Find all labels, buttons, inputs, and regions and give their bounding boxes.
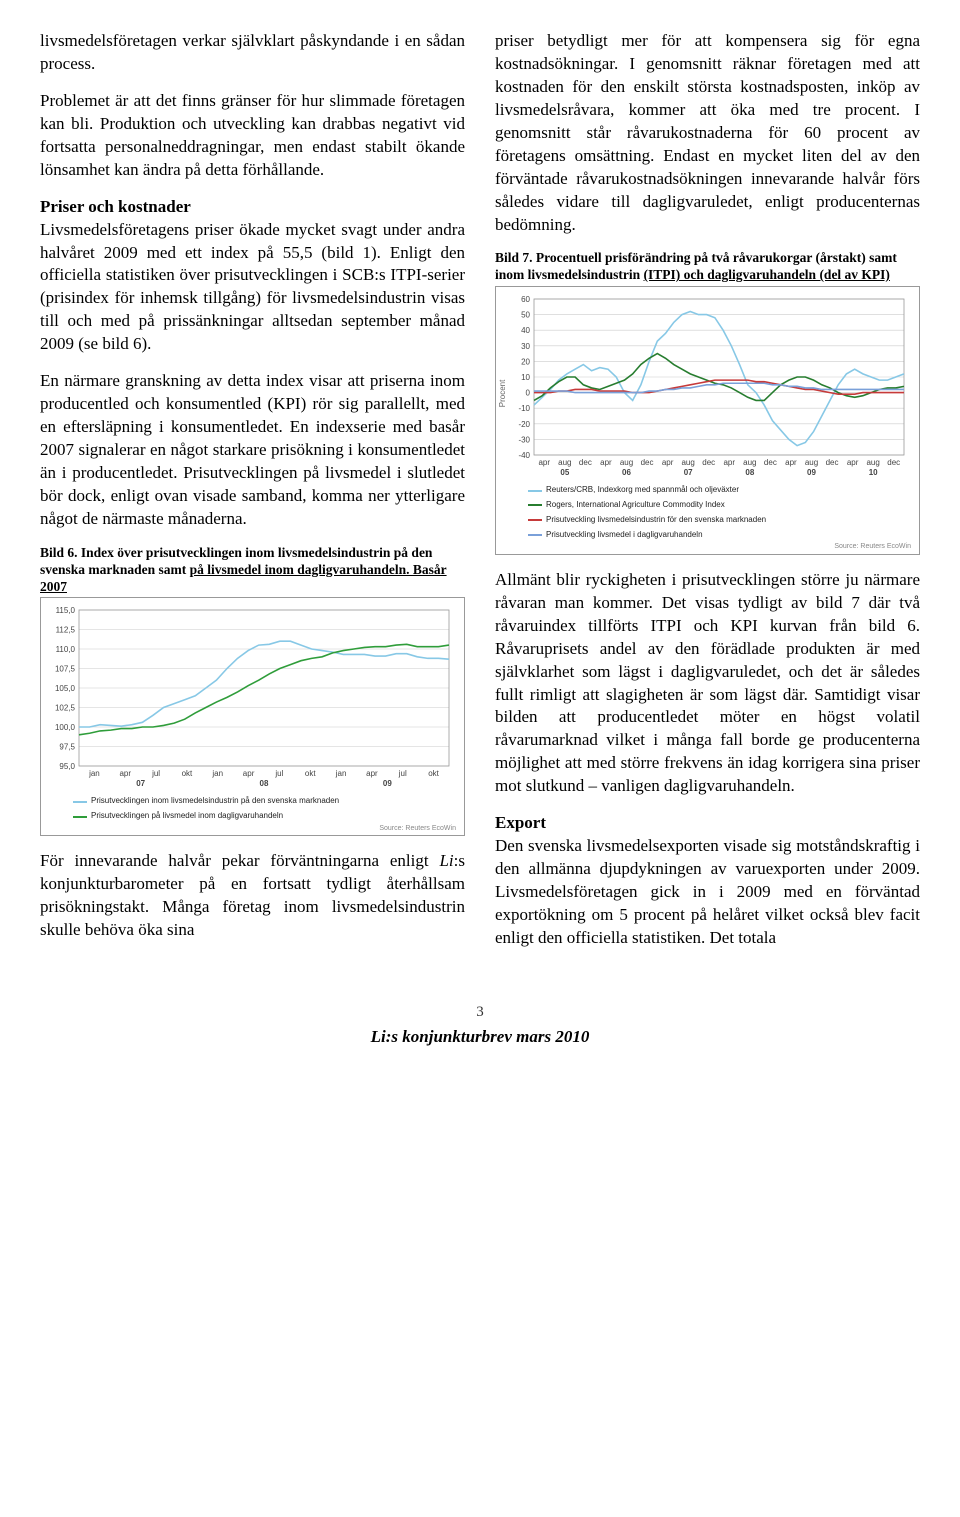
svg-text:09: 09 [807, 468, 816, 477]
svg-text:95,0: 95,0 [59, 762, 75, 771]
svg-text:jan: jan [211, 769, 223, 778]
right-p2: Allmänt blir ryckigheten i prisutvecklin… [495, 569, 920, 798]
svg-text:10: 10 [521, 373, 530, 382]
svg-text:60: 60 [521, 295, 530, 304]
svg-text:107,5: 107,5 [55, 665, 76, 674]
svg-text:-20: -20 [518, 420, 530, 429]
svg-text:okt: okt [305, 769, 316, 778]
svg-text:apr: apr [243, 769, 255, 778]
svg-text:aug: aug [866, 458, 879, 467]
svg-text:dec: dec [764, 458, 777, 467]
svg-text:apr: apr [662, 458, 674, 467]
svg-text:apr: apr [366, 769, 378, 778]
svg-text:08: 08 [745, 468, 754, 477]
svg-text:07: 07 [684, 468, 693, 477]
svg-text:102,5: 102,5 [55, 704, 76, 713]
left-p1: livsmedelsföretagen verkar självklart på… [40, 30, 465, 76]
svg-text:115,0: 115,0 [56, 606, 76, 615]
svg-text:-40: -40 [518, 451, 530, 460]
svg-text:jul: jul [151, 769, 160, 778]
svg-text:aug: aug [681, 458, 694, 467]
svg-text:40: 40 [521, 326, 530, 335]
chart7-caption: Bild 7. Procentuell prisförändring på tv… [495, 250, 920, 284]
chart7-caption-b: (ITPI) och dagligvaruhandeln (del av KPI… [644, 267, 890, 282]
svg-text:dec: dec [641, 458, 654, 467]
svg-text:okt: okt [182, 769, 193, 778]
svg-text:jul: jul [398, 769, 407, 778]
svg-text:apr: apr [785, 458, 797, 467]
chart6-caption: Bild 6. Index över prisutvecklingen inom… [40, 545, 465, 596]
svg-text:apr: apr [847, 458, 859, 467]
footer: 3 Li:s konjunkturbrev mars 2010 [40, 1004, 920, 1047]
chart6-source: Source: Reuters EcoWin [45, 824, 460, 833]
left-p5: För innevarande halvår pekar förvänt­nin… [40, 850, 465, 942]
svg-text:apr: apr [600, 458, 612, 467]
svg-text:06: 06 [622, 468, 631, 477]
svg-text:dec: dec [826, 458, 839, 467]
svg-text:apr: apr [723, 458, 735, 467]
svg-text:jan: jan [335, 769, 347, 778]
right-p1: priser betydligt mer för att kompensera … [495, 30, 920, 236]
svg-text:05: 05 [560, 468, 569, 477]
svg-text:50: 50 [521, 311, 530, 320]
right-column: priser betydligt mer för att kompensera … [495, 30, 920, 964]
svg-text:-30: -30 [518, 436, 530, 445]
left-column: livsmedelsföretagen verkar självklart på… [40, 30, 465, 964]
svg-text:112,5: 112,5 [56, 626, 76, 635]
left-p4: En närmare granskning av detta index vis… [40, 370, 465, 531]
svg-text:aug: aug [743, 458, 756, 467]
svg-text:jul: jul [274, 769, 283, 778]
page-number: 3 [40, 1004, 920, 1021]
svg-text:jan: jan [88, 769, 100, 778]
chart7: Procent 6050403020100-10-20-30-40apraugd… [495, 286, 920, 555]
page: livsmedelsföretagen verkar självklart på… [40, 30, 920, 964]
svg-text:-10: -10 [518, 404, 530, 413]
footer-title: Li:s konjunkturbrev mars 2010 [40, 1027, 920, 1047]
svg-text:30: 30 [521, 342, 530, 351]
svg-text:10: 10 [869, 468, 878, 477]
svg-text:100,0: 100,0 [55, 723, 76, 732]
svg-text:apr: apr [119, 769, 131, 778]
chart7-legend: Reuters/CRB, Indexkorg med spannmål och … [500, 483, 915, 542]
svg-text:0: 0 [526, 389, 531, 398]
left-p3: Livsmedelsföretagens priser ökade mycket… [40, 219, 465, 357]
chart7-source: Source: Reuters EcoWin [500, 542, 915, 551]
left-heading-prices: Priser och kostnader [40, 196, 465, 219]
svg-text:110,0: 110,0 [56, 645, 76, 654]
left-p2: Problemet är att det finns gränser för h… [40, 90, 465, 182]
chart6: 115,0 112,5 110,0 107,5 105,0 102,5 100,0 97,5 9… [40, 597, 465, 836]
chart7-ylabel: Procent [498, 379, 509, 407]
svg-text:105,0: 105,0 [55, 684, 76, 693]
right-p3: Den svenska livsmedelsexporten visade si… [495, 835, 920, 950]
svg-text:apr: apr [538, 458, 550, 467]
svg-text:09: 09 [383, 779, 392, 788]
left-p5-text: För innevarande halvår pekar förvänt­nin… [40, 851, 465, 939]
svg-text:dec: dec [887, 458, 900, 467]
svg-text:20: 20 [521, 358, 530, 367]
svg-text:dec: dec [702, 458, 715, 467]
right-heading-export: Export [495, 812, 920, 835]
chart7-svg: 6050403020100-10-20-30-40apraugdecapraug… [500, 293, 910, 483]
chart6-legend: Prisutvecklingen inom livsmedelsindustri… [45, 794, 460, 824]
svg-text:aug: aug [620, 458, 633, 467]
svg-text:aug: aug [558, 458, 571, 467]
chart6-svg: 115,0 112,5 110,0 107,5 105,0 102,5 100,0 97,5 9… [45, 604, 455, 794]
svg-text:08: 08 [260, 779, 269, 788]
svg-text:97,5: 97,5 [59, 743, 75, 752]
svg-text:aug: aug [805, 458, 818, 467]
svg-text:okt: okt [428, 769, 439, 778]
svg-text:dec: dec [579, 458, 592, 467]
svg-text:07: 07 [136, 779, 145, 788]
